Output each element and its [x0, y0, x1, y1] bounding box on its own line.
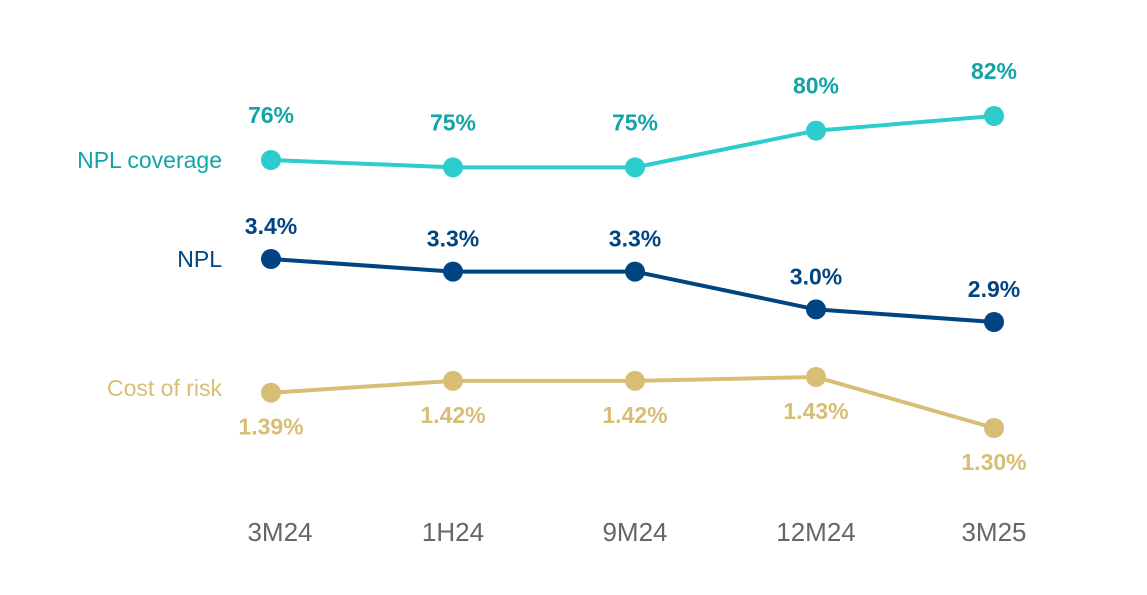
cost-of-risk-series-label: Cost of risk [107, 375, 223, 401]
npl-point [443, 261, 463, 282]
x-tick-label: 1H24 [422, 517, 484, 547]
cost-of-risk-data-label: 1.43% [783, 398, 848, 424]
cost-of-risk-data-label: 1.42% [602, 402, 667, 428]
npl-data-label: 3.4% [245, 213, 297, 239]
cost-of-risk-point [261, 382, 281, 403]
npl-data-label: 3.3% [609, 226, 661, 252]
npl-coverage-data-label: 75% [430, 109, 476, 135]
x-tick-label: 12M24 [776, 517, 856, 547]
cost-of-risk-point [806, 367, 826, 387]
npl-point [625, 261, 645, 282]
npl-coverage-point [806, 120, 826, 141]
npl-data-label: 3.0% [790, 263, 842, 289]
x-tick-label: 3M24 [247, 517, 312, 547]
npl-point [806, 299, 826, 320]
x-tick-label: 3M25 [961, 517, 1026, 547]
npl-data-label: 2.9% [968, 276, 1020, 302]
npl-coverage-point [443, 157, 463, 178]
npl-coverage-data-label: 76% [248, 102, 294, 128]
npl-series-label: NPL [177, 246, 222, 272]
npl-coverage-data-label: 82% [971, 58, 1017, 84]
npl-data-label: 3.3% [427, 226, 479, 252]
cost-of-risk-point [625, 370, 645, 391]
cost-of-risk-data-label: 1.39% [238, 414, 303, 440]
cost-of-risk-data-label: 1.42% [420, 402, 485, 428]
npl-coverage-data-label: 75% [612, 109, 658, 135]
npl-coverage-point [261, 150, 281, 170]
x-tick-label: 9M24 [602, 517, 667, 547]
npl-coverage-point [984, 106, 1004, 126]
npl-coverage-series-label: NPL coverage [77, 147, 222, 173]
npl-point [261, 249, 281, 269]
npl-coverage-data-label: 80% [793, 73, 839, 99]
npl-point [984, 312, 1004, 332]
cost-of-risk-point [443, 370, 463, 391]
npl-coverage-point [625, 157, 645, 178]
cost-of-risk-point [984, 418, 1004, 438]
cost-of-risk-data-label: 1.30% [961, 449, 1026, 475]
